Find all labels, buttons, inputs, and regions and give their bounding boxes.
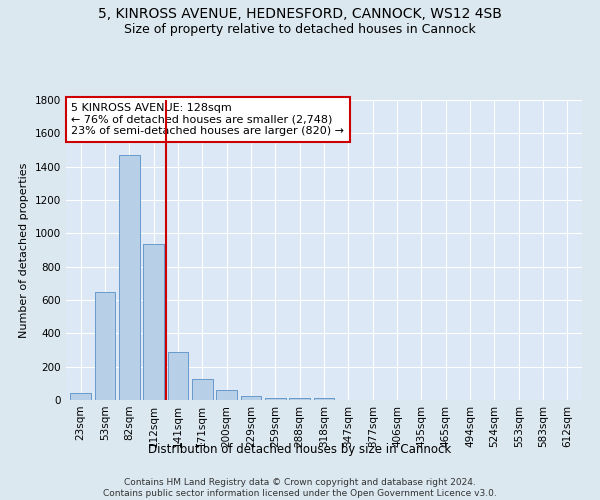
Bar (95, 292, 115, 400)
Bar (167, 352, 188, 400)
Bar (314, 398, 334, 400)
Bar (216, 390, 237, 400)
Text: 5 KINROSS AVENUE: 128sqm
← 76% of detached houses are smaller (2,748)
23% of sem: 5 KINROSS AVENUE: 128sqm ← 76% of detach… (71, 103, 344, 136)
Bar (289, 398, 310, 400)
Bar (119, 155, 140, 400)
Bar (192, 379, 212, 400)
Text: Contains HM Land Registry data © Crown copyright and database right 2024.
Contai: Contains HM Land Registry data © Crown c… (103, 478, 497, 498)
Bar (70, 394, 91, 400)
Bar (241, 396, 262, 400)
Text: Distribution of detached houses by size in Cannock: Distribution of detached houses by size … (148, 442, 452, 456)
Bar (143, 244, 164, 400)
Text: Size of property relative to detached houses in Cannock: Size of property relative to detached ho… (124, 22, 476, 36)
Y-axis label: Number of detached properties: Number of detached properties (19, 162, 29, 338)
Bar (265, 398, 286, 400)
Text: 5, KINROSS AVENUE, HEDNESFORD, CANNOCK, WS12 4SB: 5, KINROSS AVENUE, HEDNESFORD, CANNOCK, … (98, 8, 502, 22)
